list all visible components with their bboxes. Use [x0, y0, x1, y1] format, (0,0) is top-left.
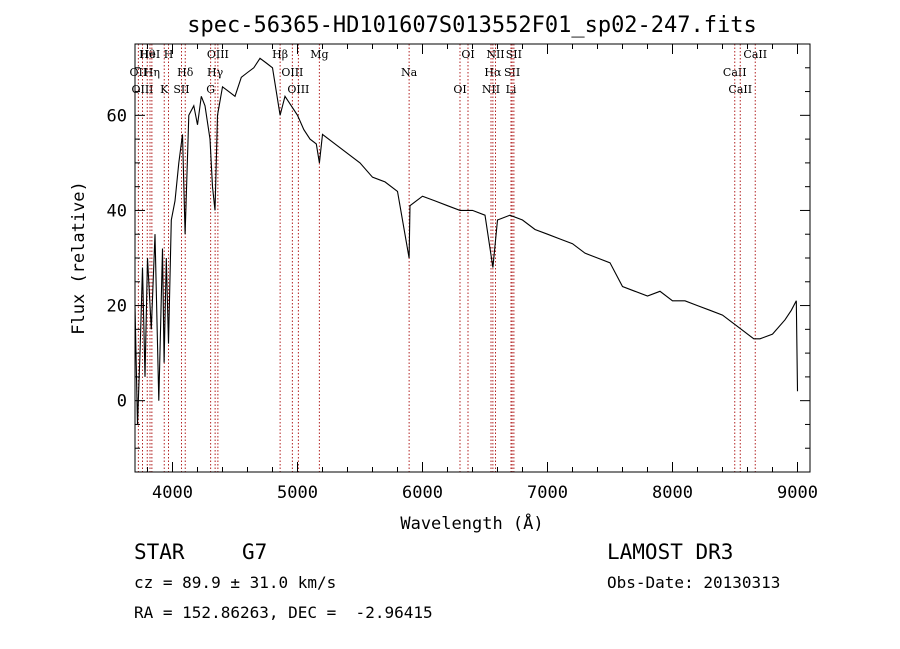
line-label: CaII: [728, 83, 752, 96]
x-tick-label: 9000: [777, 483, 818, 503]
line-markers: HθOIIOIIIHeIHηKHHδSIIOIIIHγGHβOIIIOIIIMg…: [130, 44, 767, 472]
line-label: Li: [506, 83, 517, 96]
line-label: HeI: [140, 48, 160, 61]
line-label: SII: [173, 83, 189, 96]
y-tick-label: 20: [107, 297, 127, 317]
coordinates: RA = 152.86263, DEC = -2.96415: [134, 603, 433, 622]
line-label: Mg: [310, 48, 328, 61]
line-label: OIII: [287, 83, 309, 96]
line-label: Na: [401, 66, 418, 79]
line-label: OI: [453, 83, 466, 96]
line-label: H: [164, 48, 174, 61]
object-subclass: G7: [242, 540, 268, 564]
line-label: SII: [504, 66, 520, 79]
line-label: Hα: [484, 66, 502, 79]
y-tick-label: 40: [107, 201, 127, 221]
y-tick-label: 0: [117, 392, 127, 412]
line-label: OI: [461, 48, 474, 61]
line-label: OIII: [281, 66, 303, 79]
redshift-cz: cz = 89.9 ± 31.0 km/s: [134, 573, 337, 592]
x-tick-label: 6000: [402, 483, 443, 503]
line-label: Hδ: [177, 66, 194, 79]
line-label: Hη: [144, 66, 160, 79]
line-label: NII: [482, 83, 500, 96]
line-label: NII: [486, 48, 504, 61]
line-label: K: [160, 83, 169, 96]
x-tick-label: 5000: [277, 483, 318, 503]
y-tick-label: 60: [107, 106, 127, 126]
line-label: G: [206, 83, 215, 96]
line-label: CaII: [723, 66, 747, 79]
line-label: Hγ: [207, 66, 224, 79]
chart-title: spec-56365-HD101607S013552F01_sp02-247.f…: [187, 13, 757, 38]
plot-frame: [134, 43, 811, 473]
line-label: Hβ: [272, 48, 288, 61]
survey-label: LAMOST DR3: [607, 540, 734, 564]
x-tick-label: 8000: [652, 483, 693, 503]
y-axis-label: Flux (relative): [69, 181, 89, 335]
line-label: OIII: [131, 83, 153, 96]
line-label: CaII: [743, 48, 767, 61]
x-axis-label: Wavelength (Å): [400, 512, 543, 534]
axis-ticks: 4000 5000 6000 7000 8000 9000 0 20 40 60: [107, 44, 818, 503]
x-tick-label: 7000: [527, 483, 568, 503]
obs-date: Obs-Date: 20130313: [607, 573, 781, 592]
line-label: OIII: [207, 48, 229, 61]
spectrum-line: [134, 57, 799, 425]
object-class: STAR: [134, 540, 185, 564]
series-layer: [134, 57, 799, 425]
line-label: SII: [506, 48, 522, 61]
x-tick-label: 4000: [152, 483, 193, 503]
